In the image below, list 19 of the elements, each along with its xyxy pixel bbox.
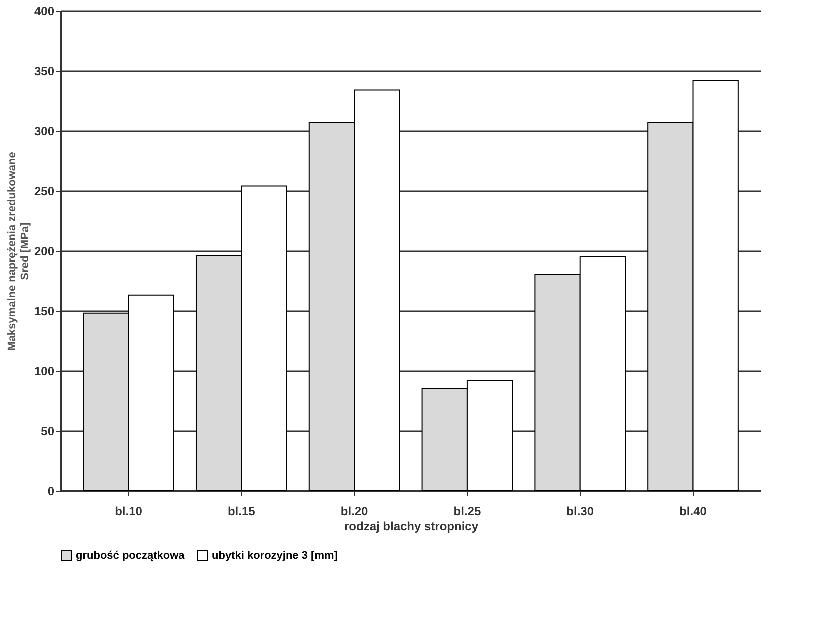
x-tick-label: bl.10: [115, 504, 143, 518]
legend-label: ubytki korozyjne 3 [mm]: [212, 550, 338, 562]
y-tick-label: 100: [34, 364, 55, 378]
x-tick-label: bl.20: [340, 504, 369, 518]
y-tick-label: 400: [34, 4, 55, 18]
y-tick-label: 350: [34, 64, 55, 78]
x-tick-label: bl.40: [680, 504, 708, 518]
y-tick-label: 150: [34, 304, 55, 318]
legend-label: grubość początkowa: [76, 550, 186, 562]
y-tick-label: 200: [34, 244, 55, 258]
x-tick-label: bl.30: [566, 504, 594, 518]
x-axis-title: rodzaj blachy stropnicy: [344, 520, 479, 534]
x-tick-label: bl.15: [228, 504, 256, 518]
y-tick-label: 50: [41, 424, 55, 438]
y-axis-title: Maksymalne naprężenia zredukowane Sred [MPa]: [6, 152, 32, 351]
y-tick-label: 300: [34, 124, 55, 138]
x-tick-label: bl.25: [454, 504, 482, 518]
y-tick-label: 0: [48, 484, 55, 498]
y-tick-label: 250: [34, 184, 55, 198]
